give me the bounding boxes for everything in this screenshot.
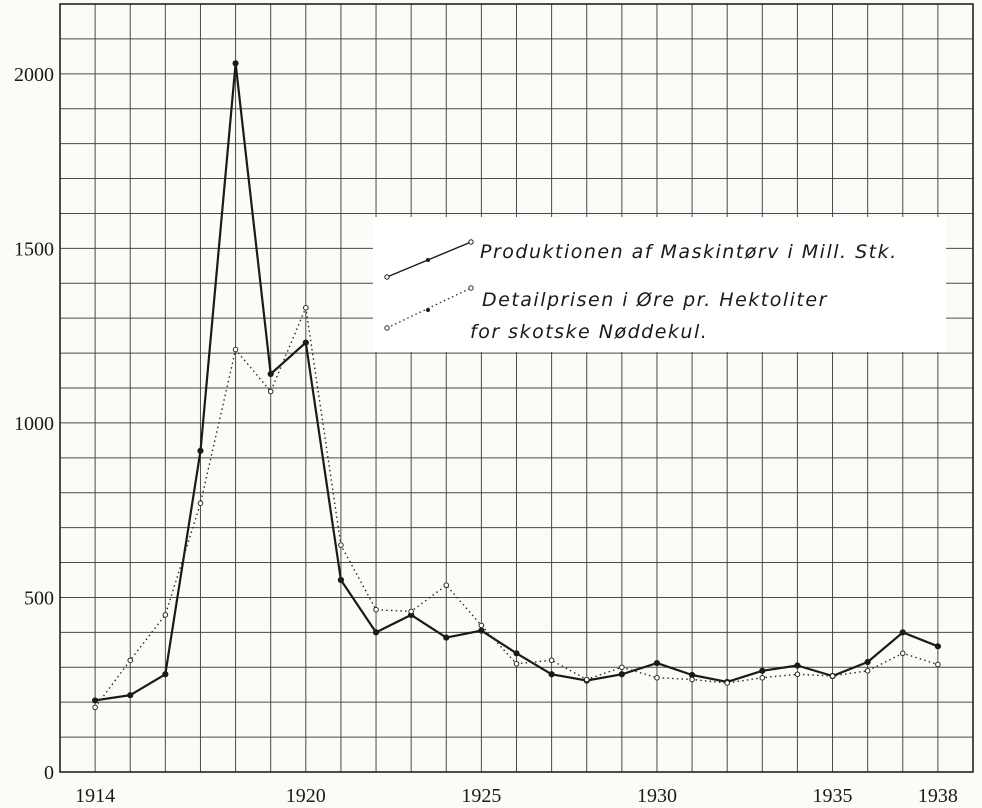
data-point-price xyxy=(689,676,695,683)
data-point-price xyxy=(303,304,309,311)
x-tick-label: 1935 xyxy=(813,785,853,807)
legend-swatch-price-marker xyxy=(384,325,390,331)
data-point-price xyxy=(724,680,730,686)
data-point-price xyxy=(408,608,414,615)
data-point-production xyxy=(127,692,134,699)
data-point-price xyxy=(829,673,836,679)
data-point-production xyxy=(337,576,345,584)
series-price xyxy=(92,304,941,711)
legend-swatch-production-marker xyxy=(468,239,474,245)
series-layer xyxy=(92,60,941,711)
data-point-production xyxy=(899,629,906,636)
data-point-production xyxy=(759,667,766,674)
data-point-price xyxy=(548,657,555,664)
data-point-production xyxy=(794,662,801,669)
data-point-price xyxy=(654,674,660,681)
data-point-production xyxy=(934,643,941,650)
data-point-price xyxy=(338,542,344,548)
data-point-production xyxy=(267,370,274,378)
data-point-production xyxy=(92,697,99,704)
legend-swatch-production-marker xyxy=(384,274,390,280)
y-tick-label: 2000 xyxy=(14,64,54,86)
legend-swatch-price-marker xyxy=(468,285,474,291)
legend-swatch-production-marker xyxy=(426,258,430,262)
data-point-price xyxy=(759,674,766,681)
data-point-production xyxy=(372,629,380,636)
legend-label-price: Detailprisen i Øre pr. Hektoliter xyxy=(482,289,828,311)
data-point-price xyxy=(232,346,239,353)
data-point-price xyxy=(267,388,274,395)
legend-swatch-price xyxy=(386,287,472,329)
data-point-production xyxy=(618,671,625,678)
legend-swatch-price-marker xyxy=(426,308,430,312)
legend-label-price-continued: for skotske Nøddekul. xyxy=(470,321,708,343)
legend-box xyxy=(373,217,946,352)
legend-label-production: Produktionen af Maskintørv i Mill. Stk. xyxy=(480,241,898,263)
x-tick-label: 1938 xyxy=(918,785,958,807)
data-point-production xyxy=(548,671,555,678)
y-tick-label: 1500 xyxy=(14,238,54,260)
data-point-production xyxy=(653,659,661,667)
legend-entry-price: Detailprisen i Øre pr. Hektoliter for sk… xyxy=(384,285,828,343)
data-point-price xyxy=(373,606,379,613)
x-tick-label: 1925 xyxy=(461,785,501,807)
data-point-price xyxy=(513,660,520,667)
y-tick-label: 0 xyxy=(44,762,54,784)
data-point-price xyxy=(583,676,590,683)
data-point-production xyxy=(864,658,871,666)
x-tick-label: 1920 xyxy=(286,785,326,807)
grid xyxy=(59,3,974,773)
data-point-production xyxy=(232,60,239,67)
data-point-production xyxy=(197,447,204,454)
data-point-price xyxy=(162,612,169,618)
legend-entry-production: Produktionen af Maskintørv i Mill. Stk. xyxy=(384,239,898,280)
data-point-price xyxy=(864,667,871,674)
data-point-price xyxy=(127,657,134,664)
data-point-production xyxy=(478,627,485,634)
data-point-price xyxy=(443,582,450,589)
plot-frame xyxy=(59,3,974,773)
data-point-production xyxy=(302,339,309,346)
x-axis: 1914 1920 1925 1930 1935 1938 xyxy=(75,785,958,807)
legend: Produktionen af Maskintørv i Mill. Stk. … xyxy=(373,217,946,352)
data-point-price xyxy=(935,661,941,668)
data-point-production xyxy=(513,650,520,657)
data-point-price xyxy=(92,704,98,711)
data-point-price xyxy=(478,622,485,629)
x-tick-label: 1914 xyxy=(75,785,115,807)
data-point-price xyxy=(794,671,801,678)
y-axis: 0 500 1000 1500 2000 xyxy=(14,64,54,784)
data-point-price xyxy=(899,650,906,657)
data-point-production xyxy=(162,671,169,678)
data-point-price xyxy=(619,664,625,671)
y-tick-label: 1000 xyxy=(14,413,54,435)
x-tick-label: 1930 xyxy=(637,785,677,807)
data-point-price xyxy=(197,500,204,507)
y-tick-label: 500 xyxy=(24,587,54,609)
data-point-production xyxy=(443,634,450,641)
